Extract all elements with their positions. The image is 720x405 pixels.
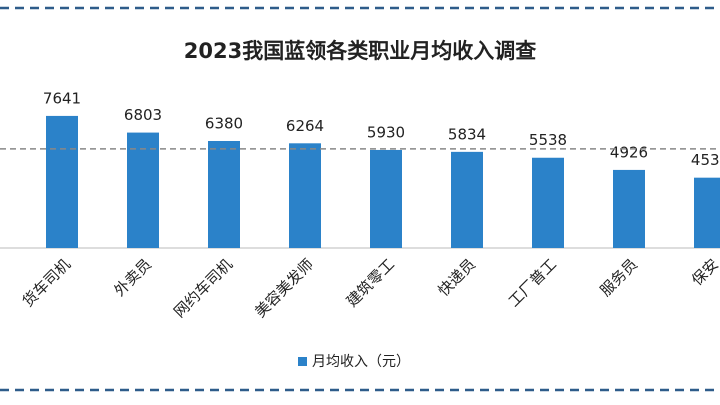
chart-title: 2023我国蓝领各类职业月均收入调查 [184, 39, 536, 63]
bar [208, 140, 240, 248]
bar [370, 149, 402, 248]
legend-label: 月均收入（元） [312, 354, 410, 370]
value-label: 4926 [610, 143, 648, 161]
x-tick-label: 网约车司机 [170, 255, 236, 321]
x-tick-label: 工厂普工 [505, 255, 560, 310]
x-tick-label: 美容美发师 [251, 255, 317, 321]
value-label: 4536 [691, 151, 720, 169]
bar [451, 151, 483, 248]
value-label: 5834 [448, 125, 486, 143]
bar [613, 169, 645, 248]
value-label: 5538 [529, 131, 567, 149]
value-label: 6803 [124, 106, 162, 124]
bar [46, 115, 78, 248]
bar [127, 132, 159, 248]
legend-swatch [298, 357, 307, 366]
value-label: 5930 [367, 123, 405, 141]
x-tick-label: 保安 [688, 255, 720, 289]
value-label: 7641 [43, 89, 81, 107]
value-label: 6264 [286, 117, 324, 135]
x-tick-label: 快递员 [434, 255, 479, 300]
x-tick-label: 服务员 [596, 255, 641, 300]
value-label: 6380 [205, 114, 243, 132]
bar [694, 177, 720, 248]
x-tick-label: 货车司机 [19, 255, 74, 310]
bar [289, 143, 321, 248]
x-tick-label: 外卖员 [110, 255, 155, 300]
bar [532, 157, 564, 248]
x-tick-label: 建筑零工 [343, 255, 398, 310]
